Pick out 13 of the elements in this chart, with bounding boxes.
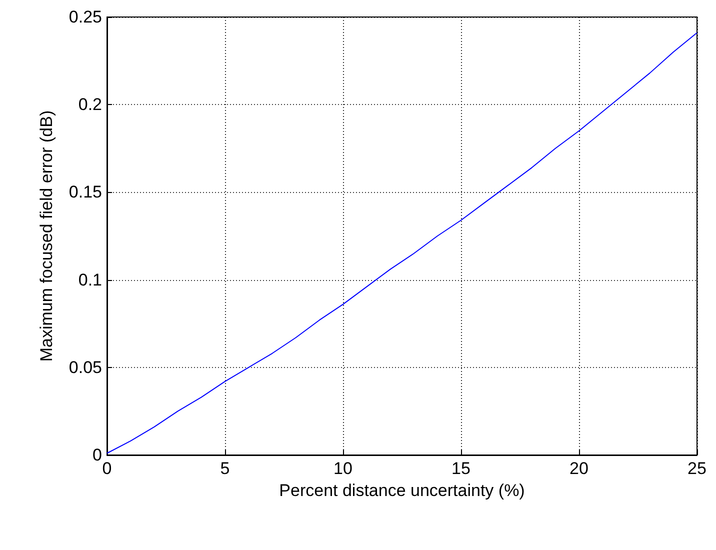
x-axis-title: Percent distance uncertainty (%) [279,480,525,500]
y-tick-label: 0.25 [68,8,102,26]
y-tick-label: 0.15 [68,182,102,202]
x-tick-label: 20 [570,459,588,478]
x-tick-label: 15 [452,459,470,478]
x-tick-label: 25 [688,459,706,478]
y-tick-label: 0 [92,446,102,464]
y-tick-label: 0.1 [78,270,102,290]
y-tick-label: 0.05 [68,358,102,377]
x-tick-label: 10 [334,459,352,478]
y-tick-label: 0.2 [78,95,102,114]
y-axis-title: Maximum focused field error (dB) [37,110,56,362]
x-tick-label: 5 [220,459,230,478]
